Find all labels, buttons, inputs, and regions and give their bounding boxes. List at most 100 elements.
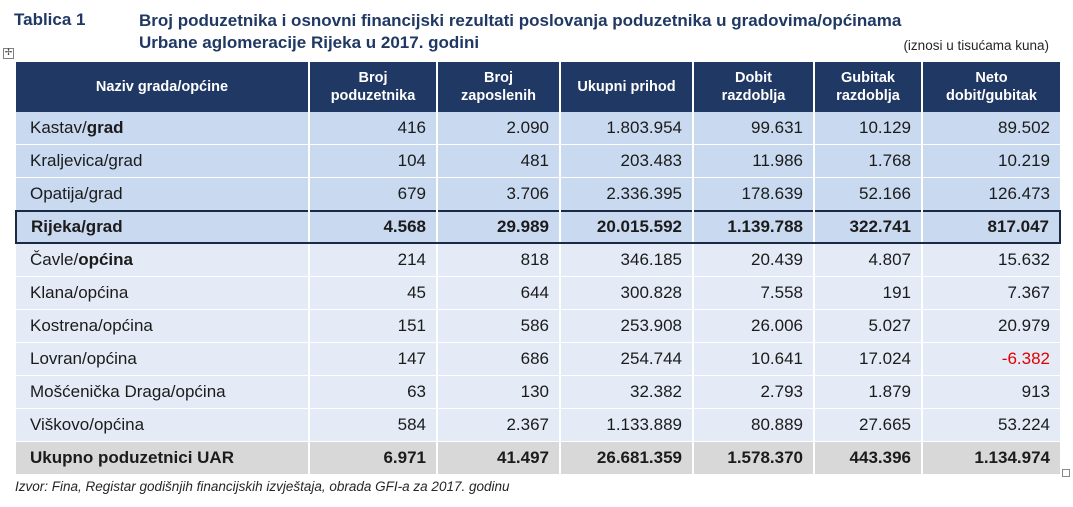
- cell-value: 15.632: [922, 243, 1060, 277]
- cell-value: 1.134.974: [922, 441, 1060, 475]
- resize-handle-icon[interactable]: [1062, 469, 1070, 477]
- name-suffix: općina: [78, 250, 133, 269]
- cell-value: 817.047: [922, 210, 1061, 244]
- cell-name: Lovran/općina: [16, 342, 310, 376]
- name-text: Mošćenička Draga/općina: [30, 382, 226, 401]
- cell-value: 1.578.370: [693, 441, 815, 475]
- title-line-1: Broj poduzetnika i osnovni financijski r…: [139, 11, 902, 30]
- cell-value: 586: [437, 309, 561, 343]
- cell-value: 913: [922, 375, 1060, 409]
- table-title: Broj poduzetnika i osnovni financijski r…: [139, 10, 901, 54]
- name-text: Čavle/: [30, 250, 79, 269]
- cell-value: 126.473: [922, 177, 1060, 212]
- cell-value: 89.502: [922, 112, 1060, 145]
- table-row: Rijeka/grad 4.568 29.989 20.015.592 1.139.78…: [15, 210, 1061, 244]
- table-row: Ukupno poduzetnici UAR 6.971 41.497 26.681.…: [16, 441, 1060, 475]
- cell-name: Klana/općina: [16, 276, 310, 310]
- cell-value: 254.744: [560, 342, 694, 376]
- col-header-name: Naziv grada/općine: [16, 62, 310, 112]
- cell-value: 1.133.889: [560, 408, 694, 442]
- cell-value: 2.367: [437, 408, 561, 442]
- cell-value: 7.558: [693, 276, 815, 310]
- cell-value: 99.631: [693, 112, 815, 145]
- table-row: Kastav/grad 416 2.090 1.803.954 99.631 10.129…: [16, 112, 1060, 145]
- name-text: Kraljevica/grad: [30, 151, 143, 170]
- cell-name: Mošćenička Draga/općina: [16, 375, 310, 409]
- cell-value: 20.015.592: [560, 210, 694, 244]
- cell-value: 11.986: [693, 144, 815, 178]
- cell-value: 151: [309, 309, 438, 343]
- name-text: Lovran/općina: [30, 349, 137, 368]
- col-header-broj-poduzetnika: Broj poduzetnika: [309, 62, 438, 112]
- cell-name: Rijeka/grad: [15, 210, 310, 244]
- cell-value: 20.979: [922, 309, 1060, 343]
- name-text: Ukupno poduzetnici UAR: [30, 448, 234, 467]
- cell-value: 679: [309, 177, 438, 212]
- cell-value: 322.741: [814, 210, 923, 244]
- unit-note: (iznosi u tisućama kuna): [903, 38, 1049, 53]
- cell-value: 104: [309, 144, 438, 178]
- cell-value: 5.027: [814, 309, 923, 343]
- cell-value: 20.439: [693, 243, 815, 277]
- cell-value: 45: [309, 276, 438, 310]
- table-row: Mošćenička Draga/općina 63 130 32.382 2.793 1…: [16, 375, 1060, 409]
- name-text: Rijeka/grad: [31, 217, 123, 236]
- cell-value: 10.129: [814, 112, 923, 145]
- col-header-dobit: Dobit razdoblja: [693, 62, 815, 112]
- cell-value: 584: [309, 408, 438, 442]
- name-text: Viškovo/općina: [30, 415, 145, 434]
- cell-value: 17.024: [814, 342, 923, 376]
- cell-value: 1.879: [814, 375, 923, 409]
- data-table: Naziv grada/općine Broj poduzetnika Broj…: [15, 62, 1061, 475]
- cell-value: 178.639: [693, 177, 815, 212]
- table-label: Tablica 1: [14, 10, 86, 29]
- table-row: Viškovo/općina 584 2.367 1.133.889 80.889 27.…: [16, 408, 1060, 442]
- table-row: Kraljevica/grad 104 481 203.483 11.986 1.768 1…: [16, 144, 1060, 178]
- table-caption: Tablica 1 Broj poduzetnika i osnovni fin…: [14, 10, 1059, 60]
- cell-value: 26.681.359: [560, 441, 694, 475]
- cell-value: 300.828: [560, 276, 694, 310]
- cell-value: 191: [814, 276, 923, 310]
- table-row: Opatija/grad 679 3.706 2.336.395 178.639 52.1…: [16, 177, 1060, 212]
- col-header-ukupni-prihod: Ukupni prihod: [560, 62, 694, 112]
- cell-value: 29.989: [437, 210, 561, 244]
- cell-value: 10.641: [693, 342, 815, 376]
- cell-value: 52.166: [814, 177, 923, 212]
- move-anchor-icon[interactable]: ✢: [3, 48, 14, 59]
- cell-value: 10.219: [922, 144, 1060, 178]
- cell-value: 32.382: [560, 375, 694, 409]
- name-text: Kostrena/općina: [30, 316, 153, 335]
- cell-name: Viškovo/općina: [16, 408, 310, 442]
- name-text: Opatija/grad: [30, 184, 123, 203]
- table-row: Kostrena/općina 151 586 253.908 26.006 5.027 2…: [16, 309, 1060, 343]
- name-suffix: grad: [86, 118, 124, 137]
- cell-value: 2.793: [693, 375, 815, 409]
- cell-value: 443.396: [814, 441, 923, 475]
- cell-name: Kraljevica/grad: [16, 144, 310, 178]
- cell-value: 4.807: [814, 243, 923, 277]
- cell-value: 686: [437, 342, 561, 376]
- cell-value: 130: [437, 375, 561, 409]
- col-header-broj-zaposlenih: Broj zaposlenih: [437, 62, 561, 112]
- cell-value: 3.706: [437, 177, 561, 212]
- name-text: Kastav/: [30, 118, 87, 137]
- cell-value: 1.803.954: [560, 112, 694, 145]
- cell-value: 53.224: [922, 408, 1060, 442]
- table-row: Lovran/općina 147 686 254.744 10.641 17.024 -6…: [16, 342, 1060, 376]
- name-text: Klana/općina: [30, 283, 129, 302]
- cell-value: 2.090: [437, 112, 561, 145]
- table-row: Čavle/općina 214 818 346.185 20.439 4.807 15.6…: [16, 243, 1060, 277]
- cell-value: 214: [309, 243, 438, 277]
- cell-name: Opatija/grad: [16, 177, 310, 212]
- cell-value: 41.497: [437, 441, 561, 475]
- cell-value: 63: [309, 375, 438, 409]
- cell-name: Ukupno poduzetnici UAR: [16, 441, 310, 475]
- cell-value: 7.367: [922, 276, 1060, 310]
- cell-value: 818: [437, 243, 561, 277]
- cell-value: 416: [309, 112, 438, 145]
- cell-value: 1.768: [814, 144, 923, 178]
- cell-value: 253.908: [560, 309, 694, 343]
- cell-value: 1.139.788: [693, 210, 815, 244]
- cell-name: Kostrena/općina: [16, 309, 310, 343]
- cell-name: Kastav/grad: [16, 112, 310, 145]
